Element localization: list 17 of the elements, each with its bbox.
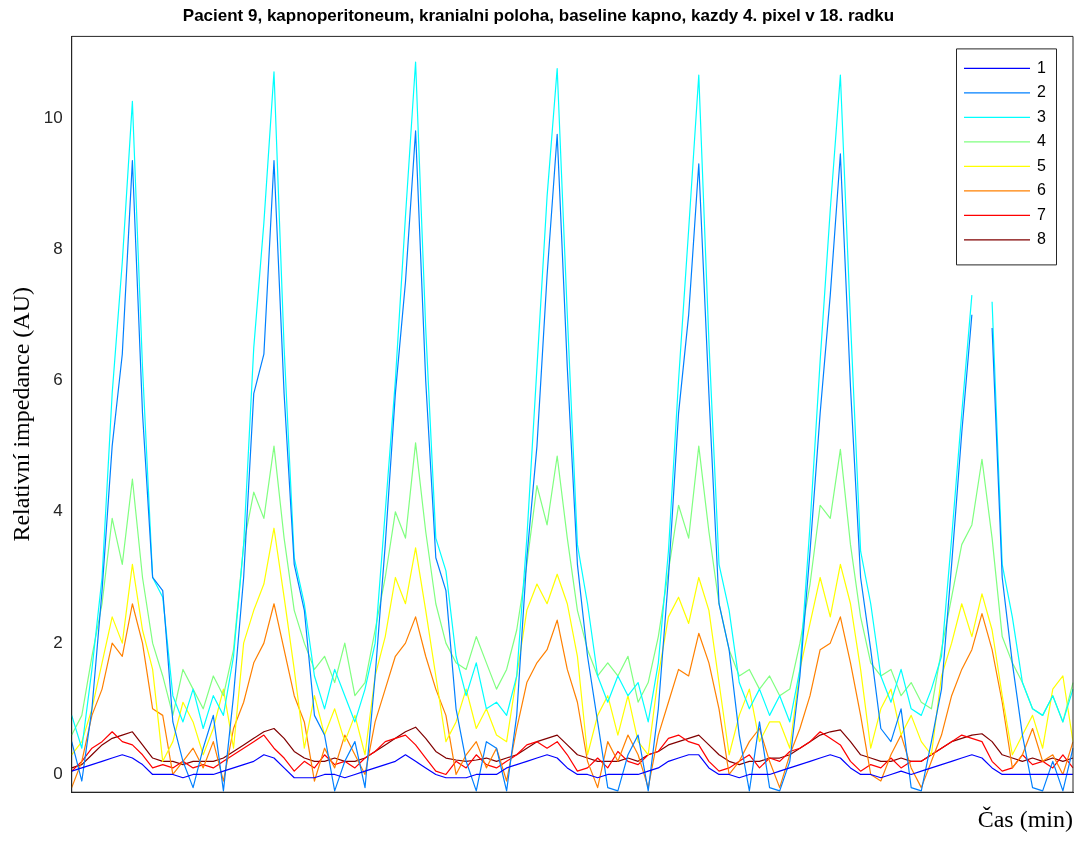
y-axis-title: Relativní impedance (AU) xyxy=(7,287,34,542)
x-axis-title: Čas (min) xyxy=(977,805,1073,832)
legend-label: 1 xyxy=(1037,58,1046,76)
y-tick-label: 8 xyxy=(53,238,63,258)
y-tick-label: 0 xyxy=(53,764,63,784)
y-tick-label: 2 xyxy=(53,632,63,652)
legend-label: 2 xyxy=(1037,83,1046,101)
y-tick-label: 10 xyxy=(43,107,63,127)
legend-label: 3 xyxy=(1037,107,1046,125)
legend-label: 4 xyxy=(1037,132,1046,150)
y-tick-label: 4 xyxy=(53,501,63,521)
chart-title: Pacient 9, kapnoperitoneum, kranialni poloha, baseline kapno, kazdy 4. pixel v 18. radku xyxy=(182,5,895,25)
y-tick-label: 6 xyxy=(53,370,63,390)
legend-label: 6 xyxy=(1037,181,1046,199)
legend-label: 8 xyxy=(1037,230,1046,248)
legend-label: 7 xyxy=(1037,205,1046,223)
legend-label: 5 xyxy=(1037,156,1046,174)
